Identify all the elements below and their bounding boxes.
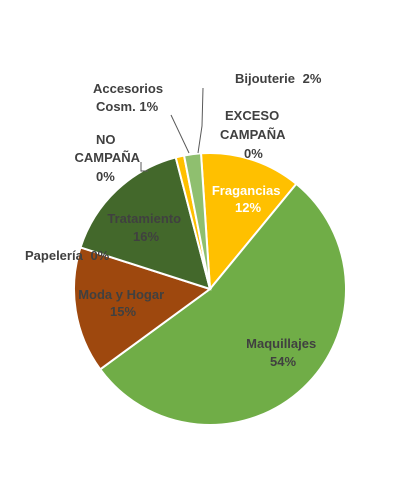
- slice-value-no-campana: 0%: [96, 169, 115, 184]
- slice-label-exceso-line2: CAMPAÑA: [220, 127, 286, 142]
- slice-value-maquillajes: 54%: [270, 354, 296, 369]
- slice-value-bijouterie: 2%: [303, 71, 322, 86]
- slice-label-accesorios-line1: Accesorios: [93, 81, 163, 96]
- svg-text:Maquillajes 54%: Maquillajes 54%: [246, 336, 320, 369]
- slice-value-accesorios: 1%: [139, 99, 158, 114]
- slice-label-bijouterie: Bijouterie: [235, 71, 295, 86]
- slice-label-fragancias: Fragancias: [212, 183, 281, 198]
- slice-value-exceso: 0%: [244, 146, 263, 161]
- pie-slices: [73, 152, 347, 426]
- leader-lines: [140, 87, 204, 172]
- slice-moda-y-hogar: [73, 246, 213, 371]
- slice-fragancias: [199, 152, 298, 292]
- svg-text:Fragancias 12%: Fragancias 12%: [212, 183, 284, 215]
- slice-value-tratamiento: 16%: [133, 229, 159, 244]
- slice-label-tratamiento: Tratamiento: [107, 211, 181, 226]
- slice-value-papeleria: 0%: [90, 248, 109, 263]
- slice-label-maquillajes: Maquillajes: [246, 336, 316, 351]
- leader-line-bijouterie: [197, 87, 204, 154]
- slice-value-fragancias: 12%: [235, 200, 261, 215]
- slice-label-papeleria: Papelería: [25, 248, 84, 263]
- slice-tratamiento: [79, 156, 212, 291]
- slice-label-accesorios-line2: Cosm. 1%: [96, 99, 159, 114]
- svg-text:Papelería 0%: Papelería 0%: [25, 248, 110, 263]
- svg-text:Moda y Hogar 15%: Moda y Hogar 15%: [78, 287, 168, 319]
- slice-value-moda-hogar: 15%: [110, 304, 136, 319]
- slice-label-no-campana-line1: NO: [96, 132, 116, 147]
- svg-text:Bijouterie 2%: Bijouterie 2%: [235, 71, 322, 86]
- slice-label-no-campana-line2: CAMPAÑA: [75, 150, 141, 165]
- svg-text:Tratamiento 16%: Tratamiento 16%: [107, 211, 184, 244]
- leader-line-no-campana: [140, 162, 148, 172]
- leader-line-accesorios: [170, 114, 190, 154]
- slice-label-moda-hogar: Moda y Hogar: [78, 287, 164, 302]
- slice-label-exceso-line1: EXCESO: [225, 108, 279, 123]
- slice-maquillajes: [98, 182, 347, 426]
- slice-bijouterie: [182, 152, 211, 290]
